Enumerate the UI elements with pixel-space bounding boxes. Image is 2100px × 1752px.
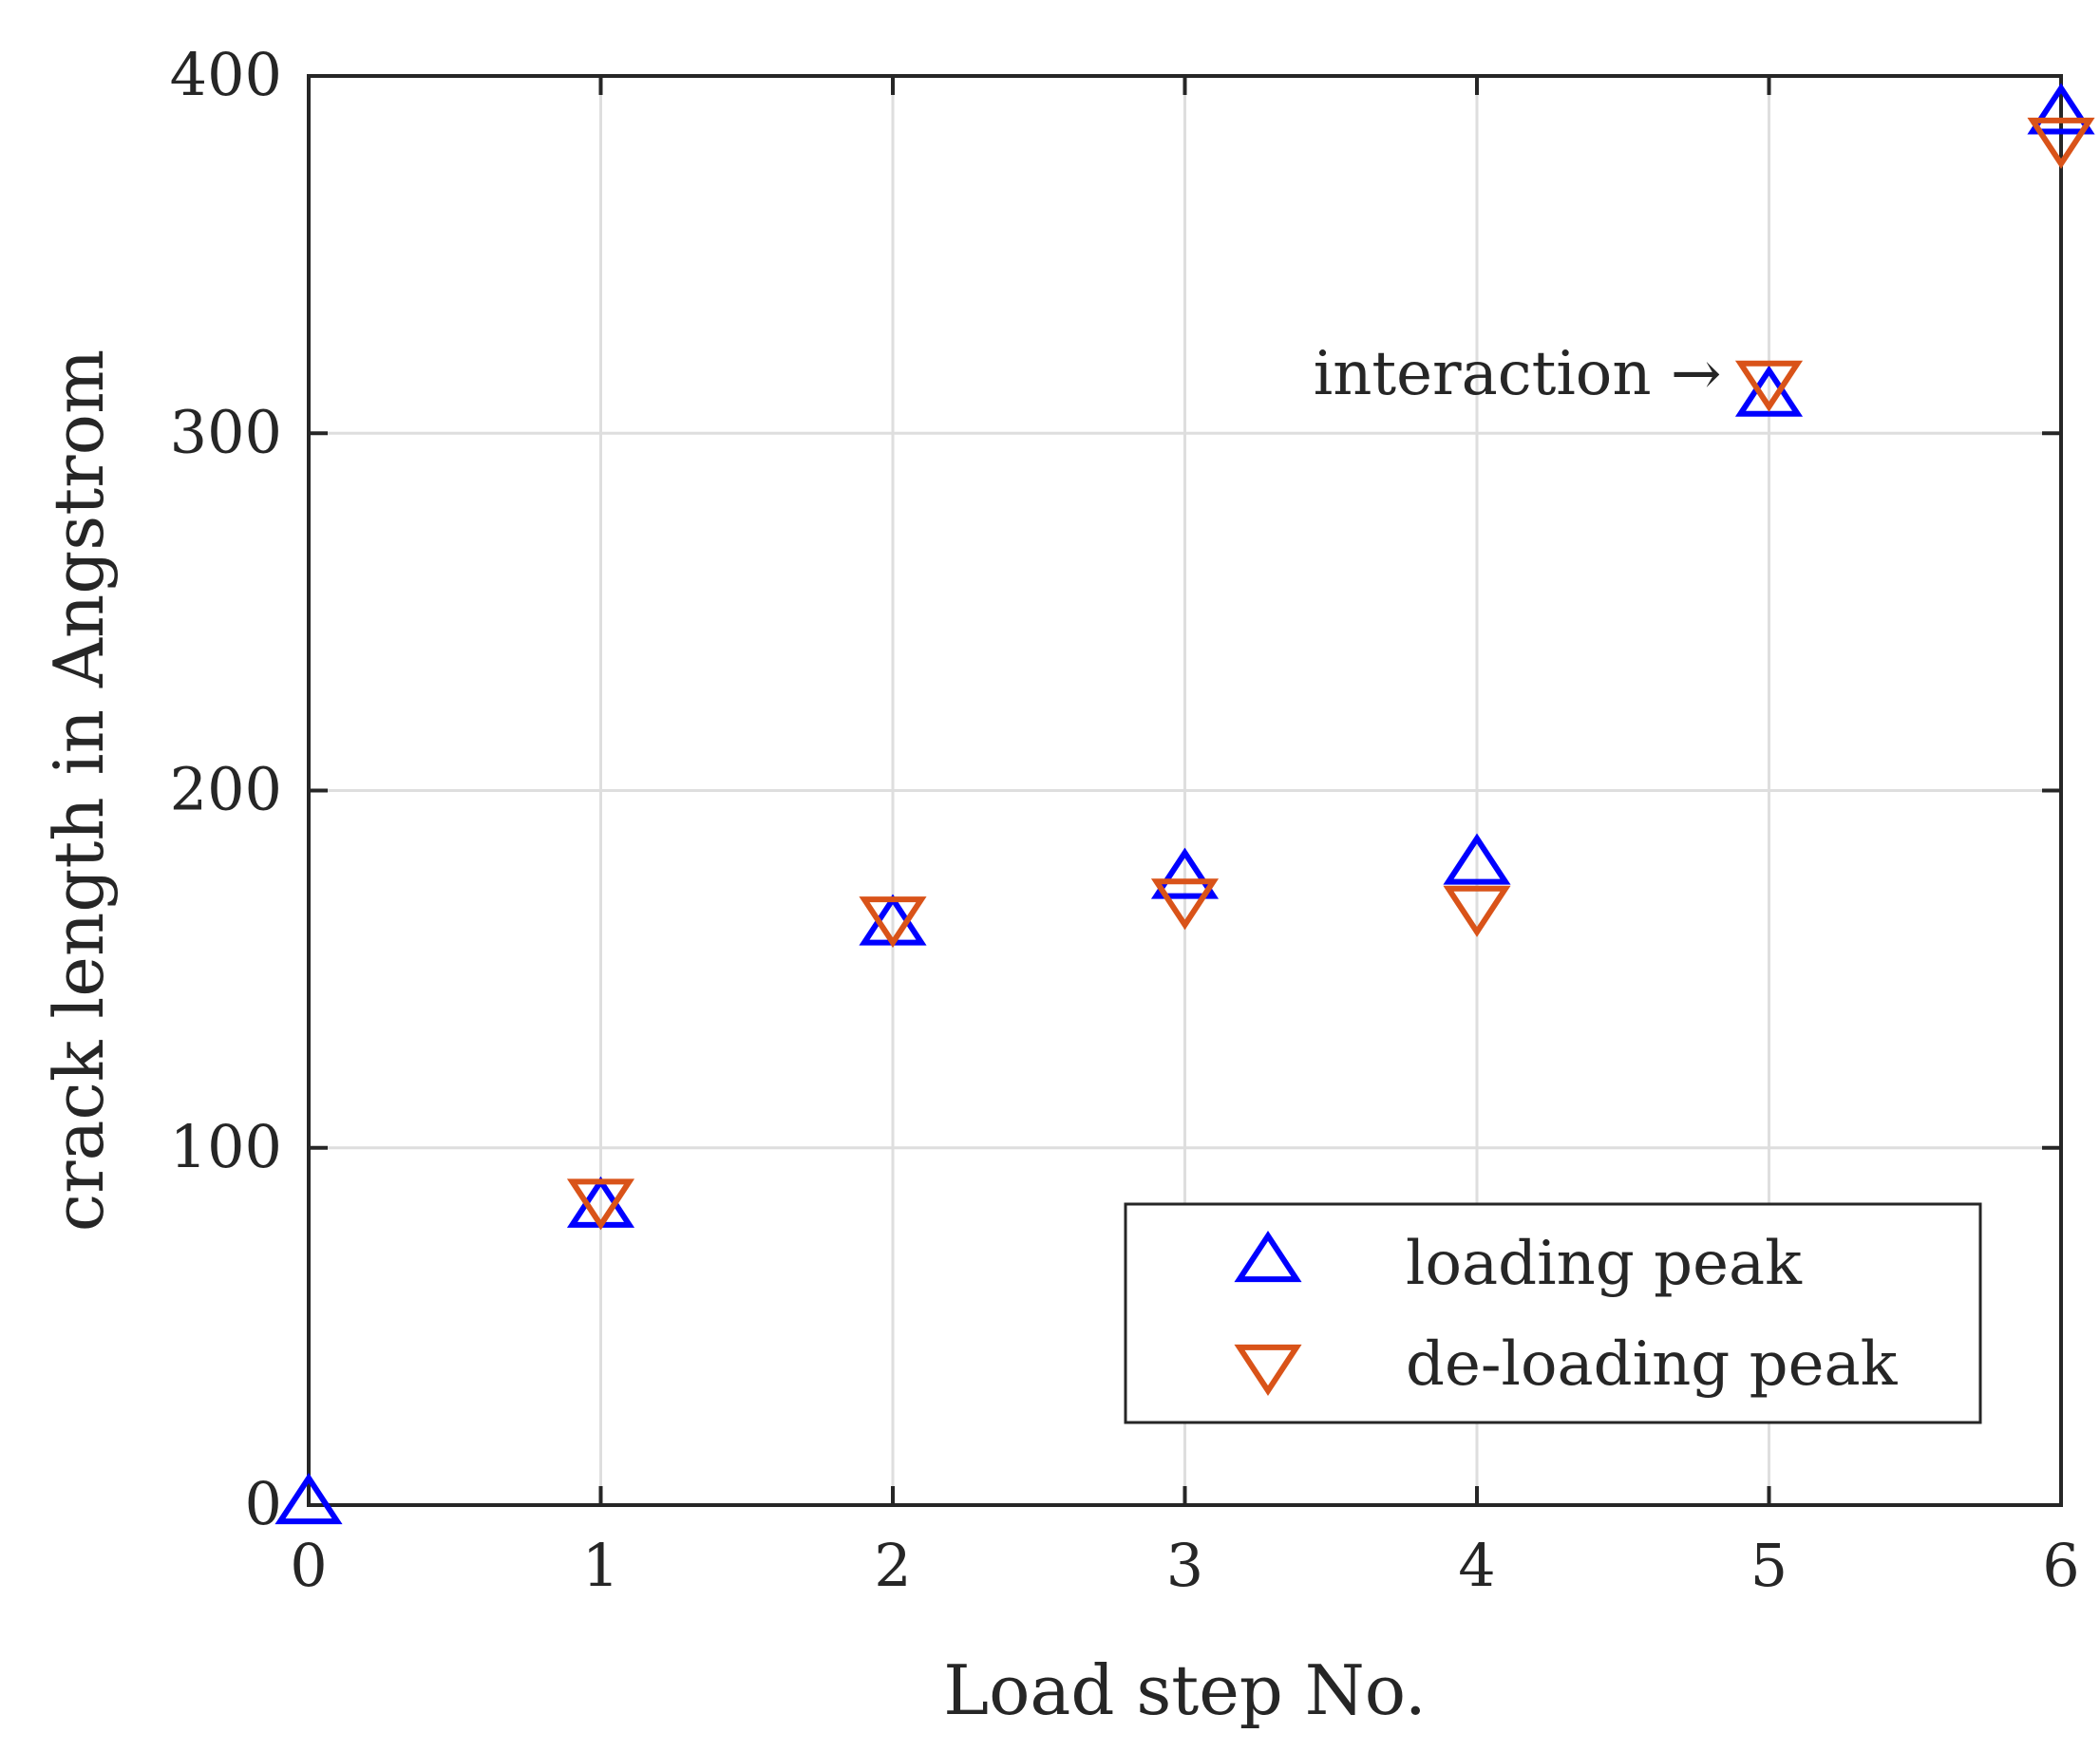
de-loading-peak-marker	[1150, 878, 1220, 931]
loading-peak-marker	[274, 1473, 343, 1525]
loading-peak-marker	[1443, 833, 1511, 885]
loading-peak-marker	[1150, 847, 1220, 899]
de-loading-peak-marker	[1734, 360, 1804, 412]
de-loading-peak-marker	[566, 1178, 635, 1231]
de-loading-peak-marker	[2027, 117, 2095, 169]
x-tick-label: 4	[1458, 1531, 1495, 1600]
y-tick-label: 300	[170, 397, 282, 466]
x-tick-label: 5	[1750, 1531, 1788, 1600]
loading-peak-marker	[2027, 83, 2095, 135]
loading-peak-marker	[1734, 365, 1804, 417]
legend-triangle-up	[1234, 1231, 1302, 1283]
de-loading-peak-marker	[1443, 885, 1511, 937]
legend-marker-loading-peak	[1234, 1231, 1302, 1283]
legend-triangle-down	[1234, 1344, 1302, 1396]
y-tick-label: 100	[170, 1112, 282, 1181]
x-tick-label: 2	[874, 1531, 911, 1600]
legend-label-de-loading-peak: de-loading peak	[1406, 1329, 1899, 1400]
de-loading-peak-marker	[859, 896, 927, 949]
data-markers	[274, 83, 2095, 1525]
grid	[309, 76, 2061, 1505]
legend-label-loading-peak: loading peak	[1406, 1229, 1803, 1299]
y-tick-label: 200	[170, 755, 282, 824]
x-tick-label: 6	[2042, 1531, 2079, 1600]
x-tick-label: 3	[1166, 1531, 1203, 1600]
x-tick-label: 0	[290, 1531, 327, 1600]
legend-marker-de-loading-peak	[1234, 1344, 1302, 1396]
x-tick-label: 1	[582, 1531, 619, 1600]
x-axis-title: Load step No.	[943, 1650, 1427, 1730]
y-axis-title: crack length in Angstrom	[39, 349, 119, 1232]
tick-labels: 0 1 2 3 4 5 6 0 100 200 300 400	[170, 40, 2080, 1600]
interaction-annotation: interaction →	[1314, 339, 1722, 409]
y-tick-label: 400	[170, 40, 282, 109]
y-tick-label: 0	[245, 1469, 282, 1538]
legend: loading peak de-loading peak	[1124, 1202, 1982, 1424]
